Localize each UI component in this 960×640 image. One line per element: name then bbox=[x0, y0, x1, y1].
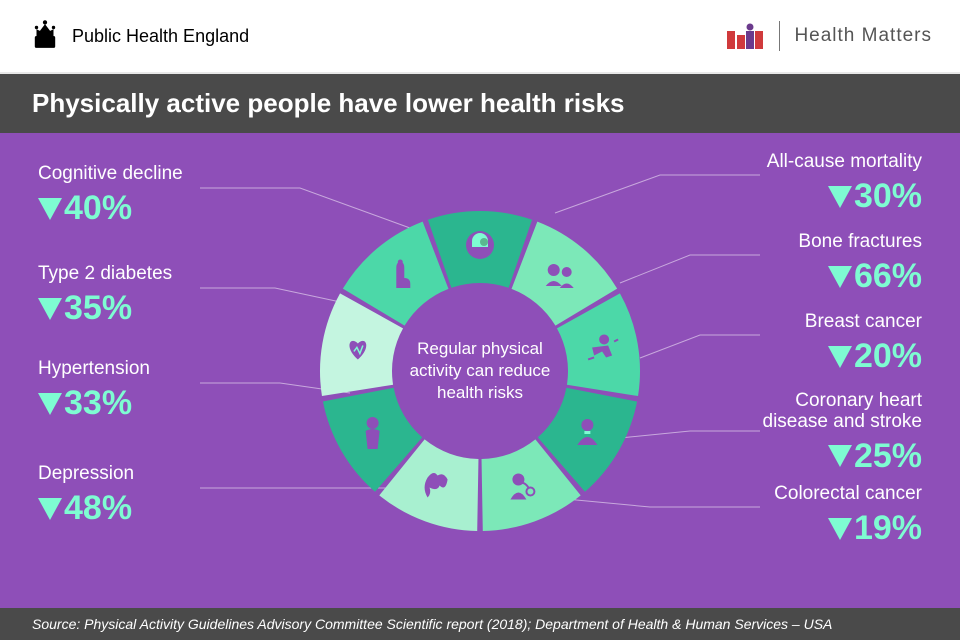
down-arrow-icon bbox=[38, 198, 62, 220]
risk-item: Type 2 diabetes 35% bbox=[38, 263, 172, 328]
risk-label: Hypertension bbox=[38, 358, 150, 380]
header-bar: Public Health England Health Matters bbox=[0, 0, 960, 74]
risk-item: Cognitive decline 40% bbox=[38, 163, 183, 228]
risk-label: Colorectal cancer bbox=[774, 483, 922, 505]
risk-item: Breast cancer 20% bbox=[805, 311, 922, 376]
risk-item: Bone fractures 66% bbox=[798, 231, 922, 296]
head-icon bbox=[466, 231, 494, 259]
risk-percentage: 20% bbox=[854, 337, 922, 376]
risk-item: Depression 48% bbox=[38, 463, 134, 528]
crown-crest-icon bbox=[28, 19, 62, 53]
phe-logo: Public Health England bbox=[28, 19, 249, 53]
risk-percentage: 33% bbox=[64, 384, 132, 423]
phe-logo-text: Public Health England bbox=[72, 26, 249, 47]
risk-value-row: 30% bbox=[767, 177, 922, 216]
risk-label: All-cause mortality bbox=[767, 151, 922, 173]
risk-percentage: 35% bbox=[64, 289, 132, 328]
down-arrow-icon bbox=[828, 346, 852, 368]
risk-value-row: 40% bbox=[38, 189, 183, 228]
risk-value-row: 25% bbox=[742, 437, 922, 476]
risk-percentage: 40% bbox=[64, 189, 132, 228]
down-arrow-icon bbox=[828, 186, 852, 208]
risk-label: Coronary heart disease and stroke bbox=[742, 391, 922, 433]
down-arrow-icon bbox=[38, 298, 62, 320]
down-arrow-icon bbox=[828, 518, 852, 540]
risk-value-row: 20% bbox=[805, 337, 922, 376]
risk-item: All-cause mortality 30% bbox=[767, 151, 922, 216]
infographic-main: Regular physical activity can reduce hea… bbox=[0, 133, 960, 608]
risk-item: Coronary heart disease and stroke 25% bbox=[742, 391, 922, 476]
risk-label: Bone fractures bbox=[798, 231, 922, 253]
risk-label: Breast cancer bbox=[805, 311, 922, 333]
down-arrow-icon bbox=[828, 266, 852, 288]
risk-percentage: 19% bbox=[854, 509, 922, 548]
down-arrow-icon bbox=[38, 498, 62, 520]
source-citation: Source: Physical Activity Guidelines Adv… bbox=[0, 608, 960, 640]
risk-value-row: 48% bbox=[38, 489, 134, 528]
risk-value-row: 35% bbox=[38, 289, 172, 328]
risk-value-row: 19% bbox=[774, 509, 922, 548]
down-arrow-icon bbox=[828, 445, 852, 467]
page-title: Physically active people have lower heal… bbox=[32, 88, 928, 119]
risk-label: Cognitive decline bbox=[38, 163, 183, 185]
hm-separator bbox=[779, 21, 780, 51]
risk-percentage: 25% bbox=[854, 437, 922, 476]
person-icon bbox=[366, 417, 380, 449]
risk-percentage: 48% bbox=[64, 489, 132, 528]
title-bar: Physically active people have lower heal… bbox=[0, 74, 960, 133]
hm-logo-text: Health Matters bbox=[794, 25, 932, 47]
hm-mark-icon bbox=[725, 21, 765, 51]
ring-center-text: Regular physical activity can reduce hea… bbox=[400, 337, 560, 403]
risk-item: Hypertension 33% bbox=[38, 358, 150, 423]
risk-value-row: 33% bbox=[38, 384, 150, 423]
down-arrow-icon bbox=[38, 393, 62, 415]
risk-label: Depression bbox=[38, 463, 134, 485]
risk-item: Colorectal cancer 19% bbox=[774, 483, 922, 548]
risk-percentage: 66% bbox=[854, 257, 922, 296]
risk-value-row: 66% bbox=[798, 257, 922, 296]
risk-label: Type 2 diabetes bbox=[38, 263, 172, 285]
health-matters-logo: Health Matters bbox=[725, 21, 932, 51]
risk-percentage: 30% bbox=[854, 177, 922, 216]
